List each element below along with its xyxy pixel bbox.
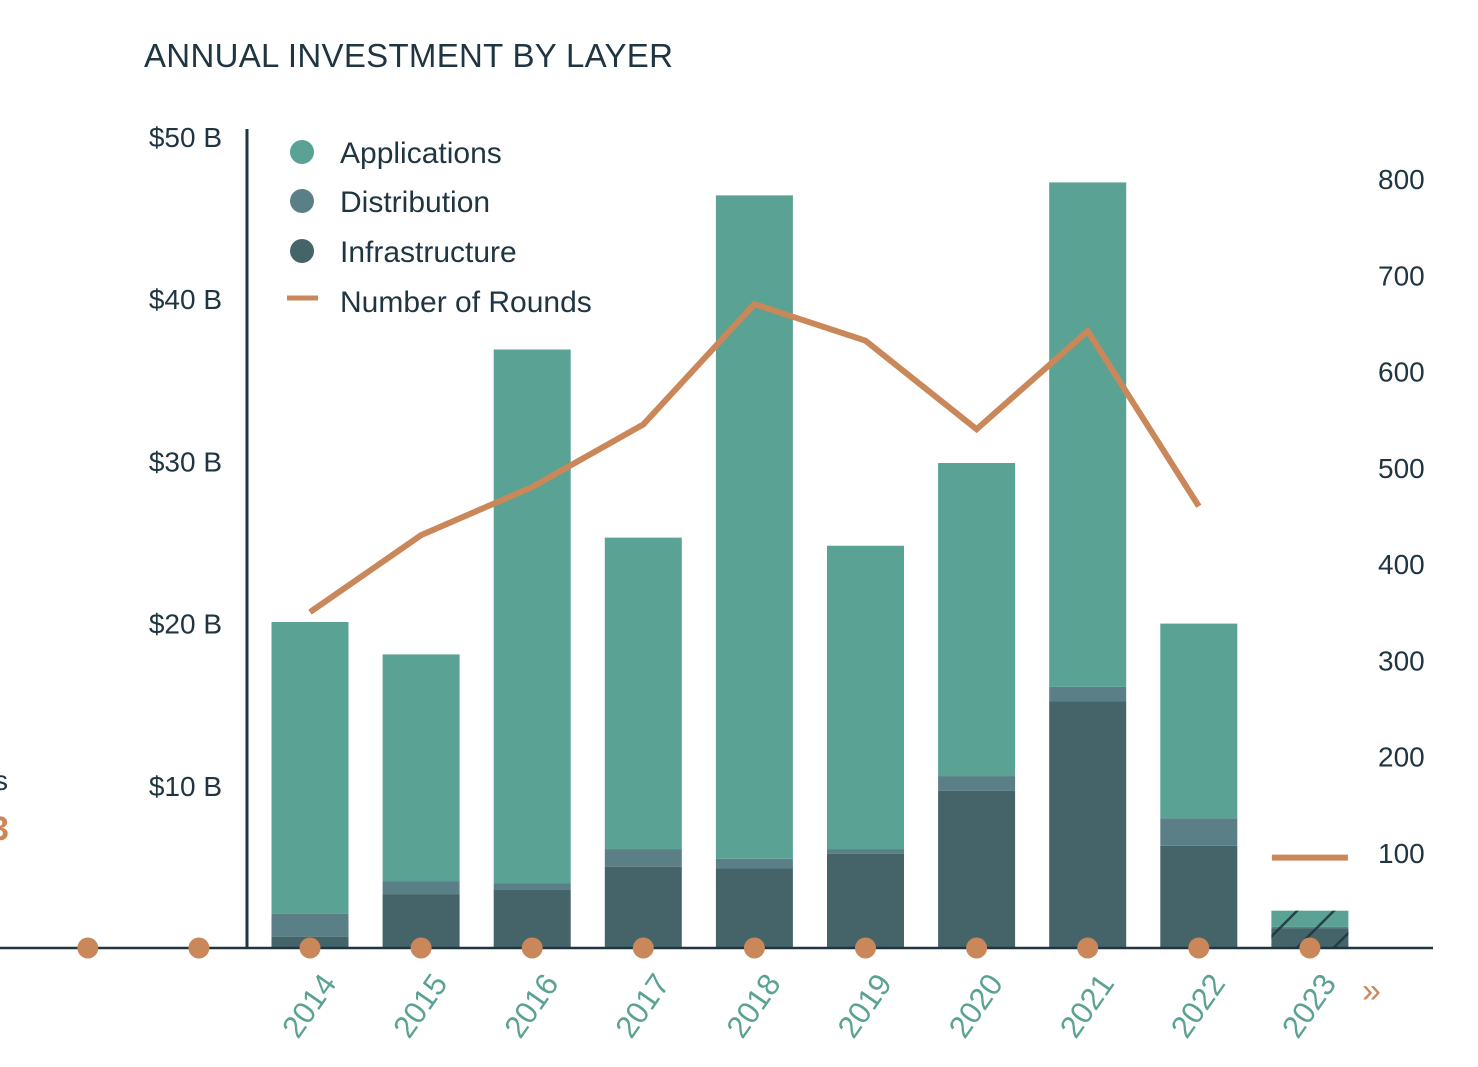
legend-label-infrastructure: Infrastructure	[340, 236, 517, 269]
right-tick-700: 700	[1378, 260, 1425, 291]
left-axis-ticks: $10 B $20 B $30 B $40 B $50 B	[149, 122, 222, 802]
bar-applications-2020	[938, 463, 1016, 777]
left-tick--20-b: $20 B	[149, 609, 222, 640]
x-tick-2015: 2015	[386, 967, 454, 1044]
legend-label-applications: Applications	[340, 137, 502, 170]
bar-infrastructure-2018	[715, 868, 793, 948]
right-tick-100: 100	[1378, 838, 1425, 869]
bar-distribution-2015	[382, 881, 460, 895]
axis-dot-pre2	[77, 937, 99, 959]
right-tick-300: 300	[1378, 645, 1425, 676]
axis-dot-2019	[855, 937, 876, 959]
left-tick--40-b: $40 B	[149, 284, 222, 315]
legend-label-rounds: Number of Rounds	[340, 286, 592, 319]
bar-applications-2016	[493, 349, 571, 884]
left-tick--10-b: $10 B	[149, 771, 222, 802]
bar-hatch-distribution-2023	[1271, 926, 1349, 929]
legend-label-distribution: Distribution	[340, 186, 490, 219]
legend-swatch-distribution	[290, 189, 314, 213]
bar-distribution-2020	[938, 776, 1016, 791]
x-tick-2017: 2017	[608, 967, 676, 1044]
bar-distribution-2016	[493, 883, 571, 890]
bar-infrastructure-2021	[1049, 701, 1127, 948]
rounds-line	[308, 300, 1202, 615]
bar-distribution-2014	[271, 913, 349, 937]
bar-infrastructure-2020	[938, 790, 1016, 948]
left-tick--30-b: $30 B	[149, 446, 222, 477]
right-tick-800: 800	[1378, 164, 1425, 195]
left-edge-fragment-top: s	[0, 765, 8, 796]
x-tick-2018: 2018	[719, 967, 787, 1044]
bar-distribution-2019	[827, 849, 904, 854]
bar-series	[271, 182, 1349, 948]
axis-dot-2017	[632, 937, 654, 959]
axis-dot-2015	[410, 937, 432, 959]
axis-dot-2023	[1299, 937, 1321, 959]
bar-hatch-applications-2023	[1271, 910, 1349, 927]
right-tick-200: 200	[1378, 742, 1425, 773]
right-axis-ticks: 100 200 300 400 500 600 700 800	[1378, 164, 1425, 869]
bar-applications-2022	[1160, 623, 1238, 819]
legend-swatch-applications	[290, 140, 314, 164]
axis-dot-2016	[521, 937, 543, 959]
next-page-chevron-icon[interactable]: »	[1362, 972, 1381, 1010]
x-axis-ticks: 2014 2015 2016 2017 2018 2019 2020 2021 2022 2023	[275, 967, 1343, 1044]
axis-dot-2018	[743, 937, 765, 959]
bar-applications-2018	[715, 195, 793, 859]
left-tick--50-b: $50 B	[149, 122, 222, 153]
bar-infrastructure-2022	[1160, 845, 1238, 948]
bar-distribution-2021	[1049, 686, 1127, 702]
bar-applications-2015	[382, 654, 460, 882]
bar-distribution-2017	[604, 849, 682, 867]
x-tick-2021: 2021	[1053, 967, 1121, 1044]
left-edge-fragment-bottom: 3	[0, 810, 9, 848]
x-tick-2023: 2023	[1275, 967, 1343, 1044]
bar-distribution-2022	[1160, 818, 1238, 846]
bar-distribution-2018	[715, 858, 793, 869]
axis-dots	[77, 937, 1321, 959]
bar-applications-2021	[1049, 182, 1127, 687]
bar-applications-2017	[604, 537, 682, 850]
right-tick-400: 400	[1378, 549, 1425, 580]
legend: Applications Distribution Infrastructure…	[287, 137, 592, 319]
rounds-line-layer	[308, 300, 1348, 861]
x-tick-2014: 2014	[275, 967, 343, 1044]
bar-infrastructure-2019	[827, 853, 904, 948]
legend-swatch-infrastructure	[290, 239, 314, 263]
bar-applications-2019	[827, 545, 904, 850]
right-tick-500: 500	[1378, 453, 1425, 484]
axis-dot-pre1	[188, 937, 210, 959]
x-tick-2022: 2022	[1164, 967, 1232, 1044]
bar-infrastructure-2017	[604, 866, 682, 948]
chart-title: ANNUAL INVESTMENT BY LAYER	[144, 37, 673, 74]
axis-dot-2020	[966, 937, 988, 959]
x-tick-2016: 2016	[497, 967, 565, 1044]
x-tick-2019: 2019	[831, 967, 899, 1044]
axis-dot-2014	[299, 937, 321, 959]
x-tick-2020: 2020	[942, 967, 1010, 1044]
bar-applications-2014	[271, 621, 349, 914]
right-tick-600: 600	[1378, 357, 1425, 388]
axis-dot-2022	[1188, 937, 1210, 959]
axis-dot-2021	[1077, 937, 1099, 959]
